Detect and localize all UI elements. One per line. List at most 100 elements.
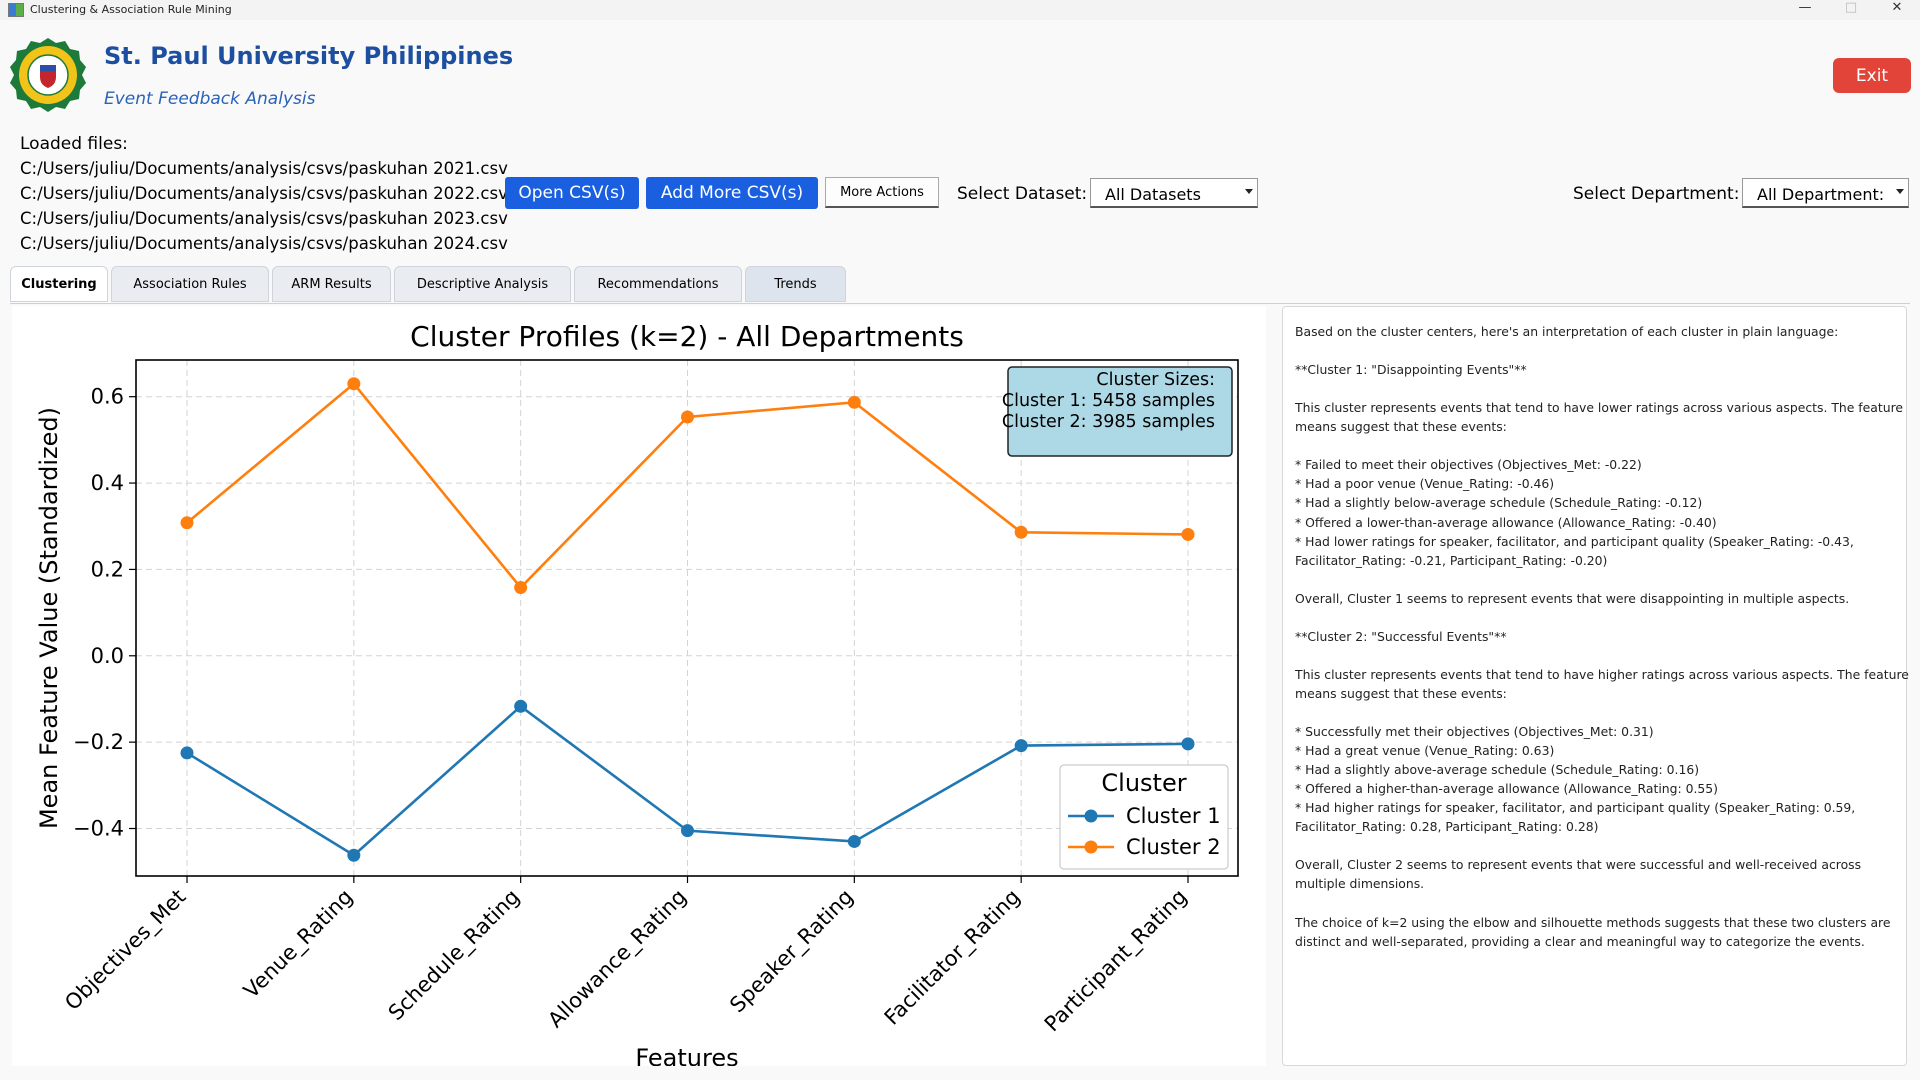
interpretation-line: * Had a slightly below-average schedule … bbox=[1295, 495, 1703, 511]
dataset-select[interactable]: All Datasets bbox=[1090, 178, 1258, 208]
x-tick-label: Schedule_Rating bbox=[384, 885, 525, 1026]
interpretation-line: Based on the cluster centers, here's an … bbox=[1295, 324, 1839, 339]
exit-button[interactable]: Exit bbox=[1833, 58, 1911, 93]
department-label: Select Department: bbox=[1573, 184, 1740, 204]
add-more-csv-button[interactable]: Add More CSV(s) bbox=[646, 177, 818, 209]
interpretation-line: * Had a great venue (Venue_Rating: 0.63) bbox=[1295, 743, 1555, 759]
interpretation-line: This cluster represents events that tend… bbox=[1295, 400, 1904, 416]
data-point-cluster-2 bbox=[681, 410, 694, 424]
data-point-cluster-1 bbox=[1014, 739, 1028, 753]
window-titlebar: Clustering & Association Rule Mining — □… bbox=[0, 0, 1920, 20]
y-tick-label: 0.2 bbox=[91, 557, 124, 581]
interpretation-line: Facilitator_Rating: 0.28, Participant_Ra… bbox=[1295, 819, 1599, 835]
data-point-cluster-2 bbox=[180, 516, 194, 530]
data-point-cluster-2 bbox=[847, 395, 861, 409]
interpretation-line: **Cluster 2: "Successful Events"** bbox=[1295, 628, 1507, 644]
interpretation-line: * Offered a lower-than-average allowance… bbox=[1295, 514, 1717, 530]
legend-title: Cluster bbox=[1101, 769, 1186, 797]
interpretation-line: Overall, Cluster 2 seems to represent ev… bbox=[1295, 857, 1862, 873]
legend-label-cluster-1: Cluster 1 bbox=[1126, 804, 1221, 828]
interpretation-line: * Had higher ratings for speaker, facili… bbox=[1295, 800, 1856, 816]
tab-association-rules[interactable]: Association Rules bbox=[111, 266, 269, 302]
interpretation-line: multiple dimensions. bbox=[1295, 876, 1425, 892]
data-point-cluster-1 bbox=[847, 834, 861, 848]
loaded-file-path: C:/Users/juliu/Documents/analysis/csvs/p… bbox=[20, 234, 508, 253]
cluster-sizes-box bbox=[1007, 366, 1233, 457]
interpretation-line: * Had lower ratings for speaker, facilit… bbox=[1295, 533, 1854, 549]
data-point-cluster-2 bbox=[1181, 527, 1195, 541]
legend-box bbox=[1059, 764, 1229, 870]
app-icon bbox=[8, 3, 24, 17]
x-tick-label: Allowance_Rating bbox=[543, 885, 691, 1033]
cluster-sizes-text: Cluster Sizes: bbox=[1096, 370, 1215, 390]
tab-arm-results[interactable]: ARM Results bbox=[272, 266, 391, 302]
chevron-down-icon bbox=[1896, 189, 1904, 194]
x-tick-label: Facilitator_Rating bbox=[880, 885, 1026, 1031]
university-seal-logo bbox=[10, 38, 86, 112]
data-point-cluster-2 bbox=[514, 581, 528, 595]
interpretation-panel[interactable]: Based on the cluster centers, here's an … bbox=[1282, 306, 1909, 1066]
open-csv-button[interactable]: Open CSV(s) bbox=[505, 177, 639, 209]
y-axis-label: Mean Feature Value (Standardized) bbox=[35, 407, 63, 829]
interpretation-line: **Cluster 1: "Disappointing Events"** bbox=[1295, 362, 1527, 378]
x-axis-label: Features bbox=[635, 1044, 738, 1066]
interpretation-line: This cluster represents events that tend… bbox=[1295, 666, 1909, 682]
chevron-down-icon bbox=[1245, 189, 1253, 194]
more-actions-button[interactable]: More Actions bbox=[825, 177, 939, 208]
legend-marker-cluster-2 bbox=[1084, 840, 1098, 854]
interpretation-line: The choice of k=2 using the elbow and si… bbox=[1295, 914, 1891, 930]
university-name: St. Paul University Philippines bbox=[104, 42, 514, 70]
y-tick-label: −0.2 bbox=[73, 730, 124, 754]
close-icon[interactable]: ✕ bbox=[1891, 0, 1903, 15]
interpretation-line: distinct and well-separated, providing a… bbox=[1295, 933, 1865, 949]
data-point-cluster-1 bbox=[514, 699, 528, 713]
data-point-cluster-1 bbox=[681, 824, 694, 838]
x-tick-label: Participant_Rating bbox=[1040, 885, 1192, 1037]
cluster-sizes-text: Cluster 2: 3985 samples bbox=[1002, 412, 1215, 432]
department-select-value: All Department: bbox=[1757, 185, 1885, 204]
y-tick-label: 0.0 bbox=[91, 644, 124, 668]
tab-recommendations[interactable]: Recommendations bbox=[574, 266, 742, 302]
cluster-sizes-text: Cluster 1: 5458 samples bbox=[1002, 391, 1215, 411]
data-point-cluster-1 bbox=[1181, 737, 1195, 751]
window-title: Clustering & Association Rule Mining bbox=[30, 3, 232, 16]
dataset-label: Select Dataset: bbox=[957, 184, 1088, 204]
loaded-files-label: Loaded files: bbox=[20, 134, 128, 154]
interpretation-line: * Offered a higher-than-average allowanc… bbox=[1295, 781, 1719, 797]
y-tick-label: −0.4 bbox=[73, 817, 124, 841]
x-tick-label: Objectives_Met bbox=[60, 885, 191, 1016]
tab-trends[interactable]: Trends bbox=[745, 266, 846, 302]
loaded-file-path: C:/Users/juliu/Documents/analysis/csvs/p… bbox=[20, 184, 508, 203]
loaded-file-path: C:/Users/juliu/Documents/analysis/csvs/p… bbox=[20, 209, 508, 228]
x-tick-label: Venue_Rating bbox=[239, 885, 358, 1004]
interpretation-line: * Had a poor venue (Venue_Rating: -0.46) bbox=[1295, 476, 1555, 492]
data-point-cluster-2 bbox=[1014, 525, 1028, 539]
interpretation-line: means suggest that these events: bbox=[1295, 419, 1507, 435]
department-select[interactable]: All Department: bbox=[1742, 178, 1909, 208]
loaded-file-path: C:/Users/juliu/Documents/analysis/csvs/p… bbox=[20, 159, 508, 178]
maximize-icon[interactable]: □ bbox=[1844, 0, 1858, 15]
data-point-cluster-2 bbox=[347, 377, 361, 391]
chart-title: Cluster Profiles (k=2) - All Departments bbox=[410, 320, 964, 353]
x-tick-label: Speaker_Rating bbox=[725, 885, 858, 1018]
app-subtitle: Event Feedback Analysis bbox=[104, 89, 316, 109]
tab-divider bbox=[10, 303, 1910, 304]
interpretation-line: * Had a slightly above-average schedule … bbox=[1295, 762, 1700, 778]
interpretation-line: means suggest that these events: bbox=[1295, 685, 1507, 701]
chart-panel: Cluster Profiles (k=2) - All Departments… bbox=[12, 306, 1266, 1066]
interpretation-line: Overall, Cluster 1 seems to represent ev… bbox=[1295, 590, 1850, 606]
data-point-cluster-1 bbox=[347, 848, 361, 862]
y-tick-label: 0.6 bbox=[91, 385, 124, 409]
data-point-cluster-1 bbox=[180, 746, 194, 760]
tab-clustering[interactable]: Clustering bbox=[10, 266, 108, 302]
dataset-select-value: All Datasets bbox=[1105, 185, 1201, 204]
tab-descriptive-analysis[interactable]: Descriptive Analysis bbox=[394, 266, 571, 302]
interpretation-line: * Failed to meet their objectives (Objec… bbox=[1295, 457, 1642, 473]
legend-label-cluster-2: Cluster 2 bbox=[1126, 835, 1221, 859]
y-tick-label: 0.4 bbox=[91, 471, 124, 495]
minimize-icon[interactable]: — bbox=[1798, 0, 1812, 15]
interpretation-line: * Successfully met their objectives (Obj… bbox=[1295, 724, 1654, 740]
legend-marker-cluster-1 bbox=[1084, 809, 1098, 823]
interpretation-line: Facilitator_Rating: -0.21, Participant_R… bbox=[1295, 552, 1608, 568]
cluster-profile-chart: Cluster Profiles (k=2) - All Departments… bbox=[35, 320, 1239, 1066]
